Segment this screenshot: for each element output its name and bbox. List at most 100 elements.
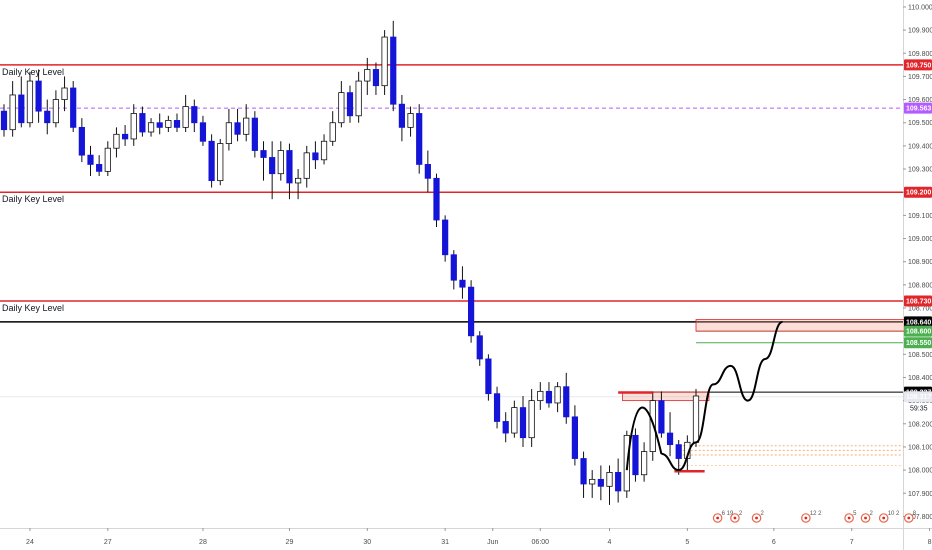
event-flag-dot xyxy=(864,516,867,520)
price-tag-bg xyxy=(904,391,932,403)
candle-body[interactable] xyxy=(165,120,172,128)
candle-body[interactable] xyxy=(346,92,354,117)
candle-body[interactable] xyxy=(303,152,310,179)
candle-body[interactable] xyxy=(571,416,579,459)
price-tick-label: 108.000 xyxy=(908,468,932,475)
candle-body[interactable] xyxy=(442,219,449,256)
candle-body[interactable] xyxy=(433,177,440,221)
price-tick-label: 108.500 xyxy=(908,352,932,359)
candle-body[interactable] xyxy=(225,122,232,144)
projection-path[interactable] xyxy=(661,320,783,472)
candle-body[interactable] xyxy=(528,400,535,439)
key-level-price-tag-label: 108.730 xyxy=(906,299,931,306)
candle-body[interactable] xyxy=(18,94,25,124)
candle-body[interactable] xyxy=(156,122,163,128)
candle-body[interactable] xyxy=(329,122,336,142)
time-tick-label: 7 xyxy=(850,539,854,546)
candle-body[interactable] xyxy=(502,421,509,434)
candle-body[interactable] xyxy=(0,110,8,131)
candle-body[interactable] xyxy=(338,92,345,124)
candle-body[interactable] xyxy=(675,444,682,459)
candle-body[interactable] xyxy=(416,113,423,165)
candle-body[interactable] xyxy=(545,390,553,404)
candle-body[interactable] xyxy=(87,154,94,165)
candle-body[interactable] xyxy=(294,177,302,184)
candle-body[interactable] xyxy=(61,87,68,100)
candle-body[interactable] xyxy=(130,113,137,140)
candle-body[interactable] xyxy=(44,110,51,124)
candle-body[interactable] xyxy=(398,103,406,128)
candle-body[interactable] xyxy=(537,390,544,402)
candle-body[interactable] xyxy=(269,157,276,175)
candle-body[interactable] xyxy=(632,434,639,476)
candle-body[interactable] xyxy=(641,451,648,476)
candle-body[interactable] xyxy=(147,122,155,133)
price-tick-label: 108.700 xyxy=(908,306,932,313)
candle-body[interactable] xyxy=(692,395,700,443)
candle-body[interactable] xyxy=(104,147,111,172)
candle-body[interactable] xyxy=(554,386,561,404)
candle-body[interactable] xyxy=(364,69,371,82)
candle-body[interactable] xyxy=(606,472,613,487)
candle-body[interactable] xyxy=(467,286,475,337)
candle-body[interactable] xyxy=(139,113,146,133)
candle-body[interactable] xyxy=(9,94,16,131)
candle-body[interactable] xyxy=(208,140,215,182)
candle-body[interactable] xyxy=(476,335,483,360)
price-tag-label: 108.550 xyxy=(906,340,931,347)
supply-zone[interactable] xyxy=(695,319,932,332)
candle-body[interactable] xyxy=(511,407,518,434)
candle-body[interactable] xyxy=(113,133,120,149)
candle-body[interactable] xyxy=(666,432,674,446)
candle-body[interactable] xyxy=(320,140,328,161)
candle-body[interactable] xyxy=(459,279,466,288)
candle-body[interactable] xyxy=(234,122,241,135)
candle-body[interactable] xyxy=(96,164,103,172)
price-tick-label: 109.100 xyxy=(908,213,932,220)
candle-body[interactable] xyxy=(424,164,431,179)
candle-body[interactable] xyxy=(649,400,656,452)
candle-body[interactable] xyxy=(580,458,587,485)
price-tick-label: 109.000 xyxy=(908,236,932,243)
candle-body[interactable] xyxy=(372,69,380,87)
candle-body[interactable] xyxy=(563,386,570,418)
candle-body[interactable] xyxy=(615,472,622,492)
candle-body[interactable] xyxy=(485,358,492,395)
event-count-label: 6 19 xyxy=(722,511,734,517)
candle-body[interactable] xyxy=(450,254,457,281)
candle-body[interactable] xyxy=(182,106,189,128)
candle-body[interactable] xyxy=(312,152,319,161)
candle-body[interactable] xyxy=(493,393,501,422)
candle-body[interactable] xyxy=(173,120,181,128)
candle-body[interactable] xyxy=(260,150,267,158)
drawn-arc[interactable] xyxy=(625,406,663,471)
candle-body[interactable] xyxy=(70,87,77,128)
candle-body[interactable] xyxy=(355,80,362,117)
candle-body[interactable] xyxy=(35,80,42,112)
price-tick-label: 107.800 xyxy=(908,514,932,521)
candle-body[interactable] xyxy=(277,150,284,175)
candle-body[interactable] xyxy=(52,99,60,124)
event-flag-dot xyxy=(882,516,886,520)
event-flag-dot xyxy=(804,516,808,520)
candle-body[interactable] xyxy=(122,133,129,140)
candle-body[interactable] xyxy=(26,80,34,124)
candle-body[interactable] xyxy=(286,150,293,184)
supply-zone[interactable] xyxy=(622,391,710,402)
candle-body[interactable] xyxy=(191,106,198,124)
candle-body[interactable] xyxy=(407,113,414,128)
price-tick-label: 109.700 xyxy=(908,74,932,81)
candle-body[interactable] xyxy=(251,117,258,151)
candle-body[interactable] xyxy=(199,122,207,142)
candle-body[interactable] xyxy=(217,143,224,182)
candle-body[interactable] xyxy=(243,117,250,135)
candle-body[interactable] xyxy=(597,478,604,487)
candle-body[interactable] xyxy=(390,36,397,105)
candle-body[interactable] xyxy=(78,126,85,156)
candle-body[interactable] xyxy=(589,478,596,485)
candle-body[interactable] xyxy=(519,407,527,439)
candle-body[interactable] xyxy=(381,36,388,87)
candle-body[interactable] xyxy=(658,400,665,434)
